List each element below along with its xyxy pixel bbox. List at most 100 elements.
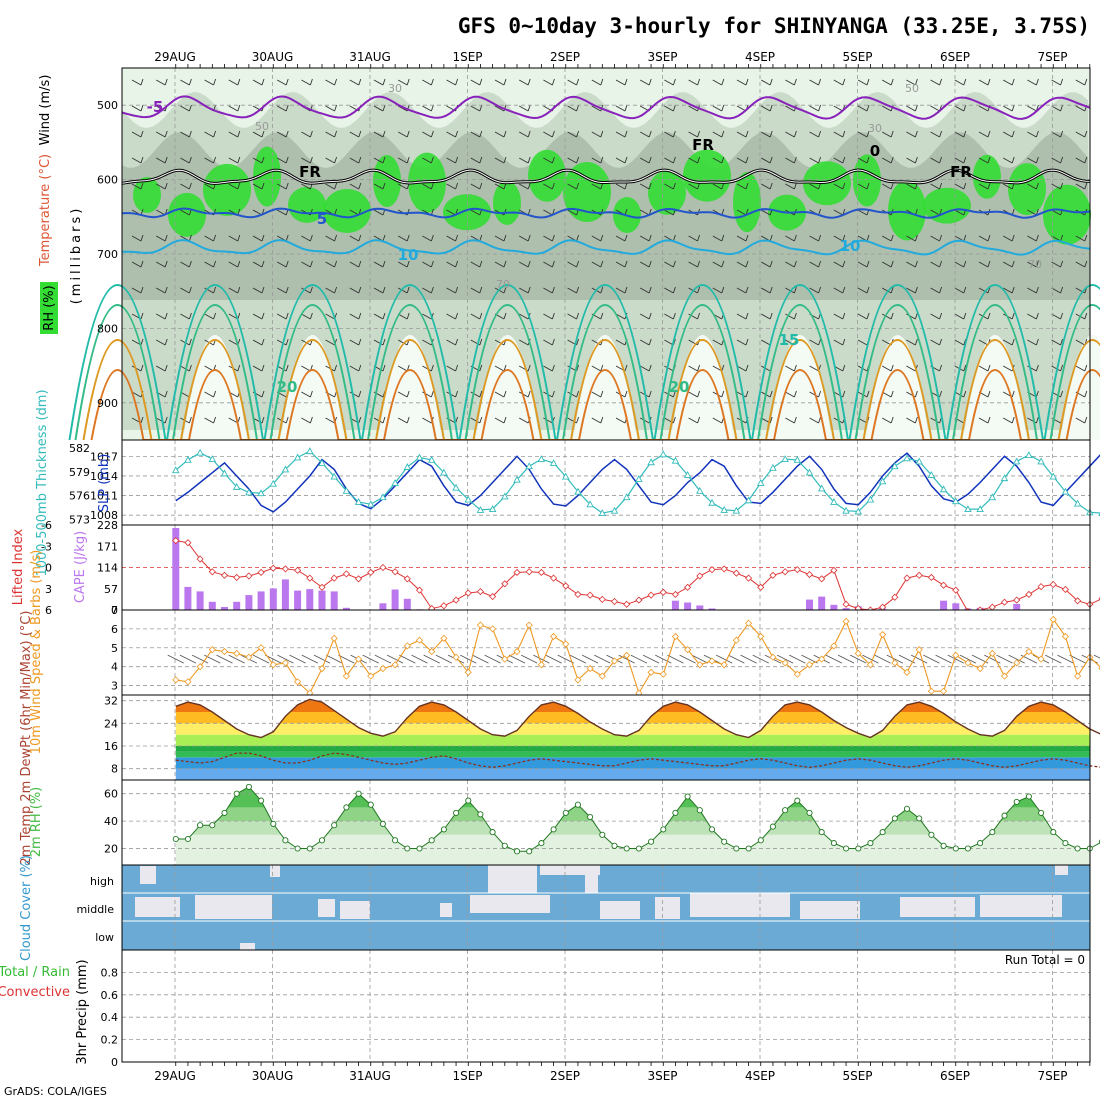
wind-barb-flag: [600, 260, 604, 268]
pressure-tick-label: 800: [97, 322, 118, 335]
wind-barb-flag: [285, 286, 289, 294]
wind-barb-flag: [672, 234, 676, 242]
wind-barb: [736, 235, 747, 242]
wind-barb-flag: [1035, 416, 1039, 424]
wind-barb: [809, 339, 819, 346]
wind-barb: [422, 79, 432, 86]
cape-bar: [208, 601, 216, 610]
wind-barb-flag: [842, 182, 846, 190]
wind-barb-flag: [818, 104, 822, 112]
wind-barb-flag: [648, 78, 652, 86]
wind-barb: [204, 131, 214, 138]
wind-barb: [1093, 654, 1100, 659]
wind-marker: [549, 632, 558, 641]
wind-barb: [1051, 261, 1061, 268]
wind-barb-flag: [1084, 182, 1088, 190]
wind-barb-flag: [309, 260, 313, 268]
rh-marker: [928, 831, 935, 838]
wind-barb: [228, 79, 239, 86]
date-label-top: 7SEP: [1037, 50, 1067, 64]
wind-barb-flag: [479, 312, 483, 320]
wind-barb: [1051, 157, 1061, 164]
wind-barb-flag: [576, 78, 580, 86]
wind-barb: [131, 131, 142, 138]
wind-barb-flag: [479, 338, 483, 346]
wind-barb-flag: [188, 286, 192, 294]
wind-barb-flag: [1035, 312, 1039, 320]
wind-barb-flag: [939, 182, 943, 190]
wind-barb-flag: [939, 286, 943, 294]
wind-marker: [391, 661, 399, 669]
cape-bar: [806, 599, 813, 610]
rh-marker: [903, 805, 911, 812]
wind-barb: [1027, 131, 1037, 138]
rh-moist-cell: [1043, 184, 1091, 245]
wind-barb-flag: [455, 130, 459, 138]
wind-marker: [452, 653, 460, 661]
wind-barb: [736, 79, 747, 86]
wind-barb-flag: [987, 390, 991, 398]
rh-moist-cell: [133, 177, 161, 213]
thickness-marker: [293, 453, 302, 461]
wind-barb-flag: [1035, 78, 1039, 86]
precip-tick-label: 0.4: [101, 1011, 119, 1024]
wind-barb: [1045, 654, 1062, 664]
thickness-marker: [561, 472, 570, 480]
wind-marker: [842, 617, 850, 625]
wind-barb: [1027, 183, 1037, 190]
wind-barb: [276, 261, 287, 268]
wind-barb-flag: [1084, 390, 1088, 398]
wind-barb: [1027, 209, 1037, 216]
rh-marker: [453, 809, 460, 816]
wind-barb-flag: [793, 234, 797, 242]
wind-barb: [954, 209, 965, 216]
wind-barb: [494, 365, 505, 372]
rh-marker: [367, 801, 374, 808]
wind-barb: [180, 209, 190, 216]
thickness-marker: [427, 455, 436, 463]
date-label-top: 31AUG: [349, 50, 391, 64]
wind-barb: [1051, 105, 1061, 112]
wind-barb-flag: [600, 416, 604, 424]
wind-barb: [1027, 313, 1037, 320]
wind-barb: [470, 79, 481, 86]
wind-barb-flag: [140, 78, 144, 86]
rh-marker: [1074, 845, 1081, 852]
rh-marker: [940, 842, 947, 849]
wind-barb: [954, 131, 965, 138]
wind-barb: [289, 654, 306, 664]
wind-barb-flag: [1011, 156, 1015, 164]
wind-barb: [460, 654, 477, 664]
wind-barb: [1027, 157, 1037, 164]
wind-barb-flag: [188, 312, 192, 320]
wind-barb: [930, 235, 940, 242]
cape-bar: [818, 596, 826, 610]
wind-barb: [567, 313, 577, 320]
wind-marker: [623, 651, 631, 659]
wind-marker: [184, 678, 192, 686]
wind-barb: [373, 313, 384, 320]
wind-barb: [664, 131, 674, 138]
wind-barb-flag: [213, 234, 217, 242]
wind-barb: [301, 417, 311, 424]
wind-barb-flag: [237, 182, 241, 190]
temp-line: [175, 698, 1100, 739]
rh-marker: [745, 845, 752, 852]
lifted-marker: [830, 566, 838, 574]
wind-barb-flag: [503, 312, 507, 320]
wind-barb: [567, 183, 577, 190]
wind-barb-flag: [527, 104, 531, 112]
wind-barb: [545, 654, 562, 664]
wind-barb: [155, 287, 166, 294]
lifted-marker: [623, 600, 631, 608]
wind-barb: [930, 287, 940, 294]
lifted-marker: [525, 568, 533, 576]
wind-barb-flag: [793, 364, 797, 372]
wind-barb-flag: [963, 260, 967, 268]
wind-barb-flag: [358, 286, 362, 294]
wind-barb: [543, 209, 553, 216]
wind-barb: [518, 313, 529, 320]
wind-barb: [155, 131, 166, 138]
wind-barb: [591, 339, 602, 346]
wind-barb: [736, 313, 747, 320]
